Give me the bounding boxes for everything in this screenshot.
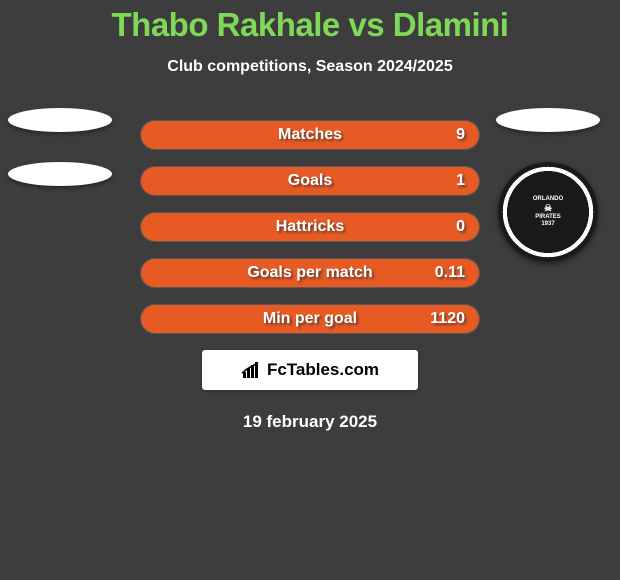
- header: Thabo Rakhale vs Dlamini Club competitio…: [0, 0, 620, 76]
- bar-chart-icon: [241, 362, 261, 378]
- bar-label: Min per goal: [141, 305, 479, 333]
- left-badge-placeholder-icon: [8, 162, 112, 186]
- club-badge-icon: ORLANDO ☠ PIRATES 1937: [498, 162, 598, 262]
- bar-right-value: 1120: [430, 305, 465, 333]
- stat-bar-row: Goals1: [140, 166, 480, 196]
- page-title: Thabo Rakhale vs Dlamini: [0, 6, 620, 44]
- right-badge-placeholder-icon: [496, 108, 600, 132]
- bar-right-value: 9: [456, 121, 465, 149]
- bar-right-value: 0: [456, 213, 465, 241]
- bar-label: Goals: [141, 167, 479, 195]
- bar-right-value: 1: [456, 167, 465, 195]
- stat-bars: Matches9Goals1Hattricks0Goals per match0…: [140, 120, 480, 334]
- left-team-badges: [8, 108, 112, 186]
- brand-box: FcTables.com: [202, 350, 418, 390]
- bar-label: Hattricks: [141, 213, 479, 241]
- brand-label: FcTables.com: [241, 360, 379, 380]
- stat-bar-row: Matches9: [140, 120, 480, 150]
- comparison-chart: ORLANDO ☠ PIRATES 1937 Matches9 Goals1 Hat…: [0, 120, 620, 334]
- stat-bar-row: Goals per match0.11: [140, 258, 480, 288]
- footer-date: 19 february 2025: [0, 412, 620, 432]
- left-badge-placeholder-icon: [8, 108, 112, 132]
- right-team-badges: ORLANDO ☠ PIRATES 1937: [496, 108, 600, 262]
- bar-label: Goals per match: [141, 259, 479, 287]
- bar-label: Matches: [141, 121, 479, 149]
- club-badge-text: ORLANDO ☠ PIRATES 1937: [533, 196, 563, 229]
- stat-bar-row: Min per goal1120: [140, 304, 480, 334]
- subtitle: Club competitions, Season 2024/2025: [0, 58, 620, 76]
- brand-text: FcTables.com: [267, 360, 379, 380]
- stat-bar-row: Hattricks0: [140, 212, 480, 242]
- bar-right-value: 0.11: [435, 259, 465, 287]
